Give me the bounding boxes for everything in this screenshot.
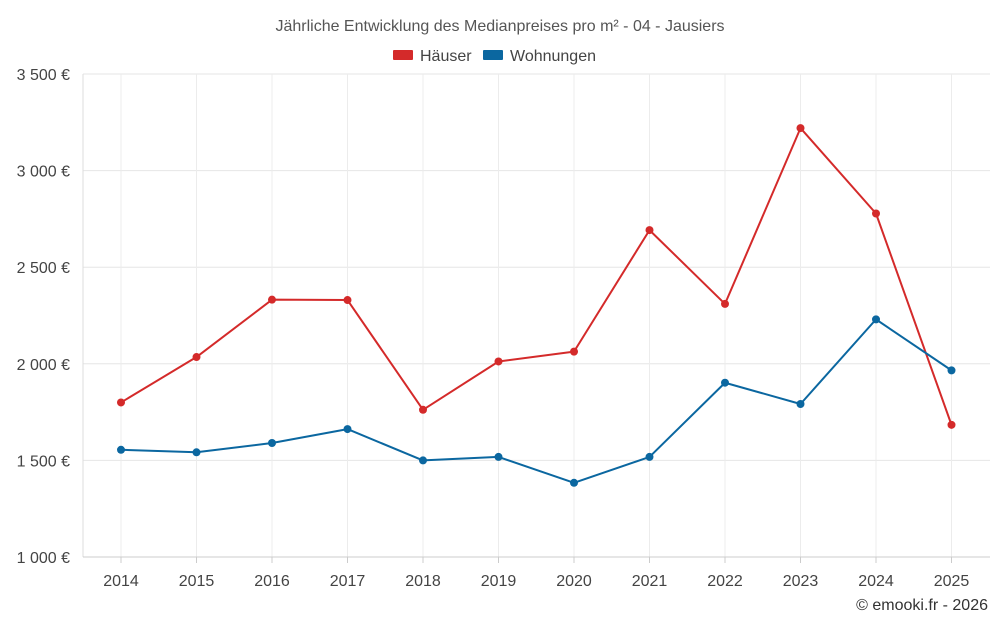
credit-text: © emooki.fr - 2026 [856, 597, 988, 614]
data-point[interactable] [570, 478, 578, 487]
data-point[interactable] [343, 296, 352, 305]
data-point[interactable] [947, 366, 956, 375]
x-tick-label: 2016 [254, 573, 290, 590]
data-point[interactable] [192, 353, 201, 362]
data-point[interactable] [117, 445, 125, 454]
data-point[interactable] [721, 299, 729, 308]
x-tick-label: 2019 [481, 573, 517, 590]
y-axis: 1 000 € 1 500 € 2 000 € 2 500 € 3 000 € 3 500… [17, 67, 84, 567]
x-tick-label: 2018 [405, 573, 441, 590]
x-tick-label: 2020 [556, 573, 592, 590]
legend-label[interactable]: Häuser [420, 48, 472, 65]
data-point[interactable] [570, 347, 578, 356]
data-point[interactable] [872, 315, 880, 324]
x-axis: 2014 2015 2016 2017 2018 2019 2020 2021 2022 2023… [83, 556, 990, 590]
data-point[interactable] [494, 357, 503, 366]
x-tick-label: 2021 [632, 573, 668, 590]
series-line [120, 318, 953, 484]
y-tick-label: 2 000 € [17, 357, 70, 374]
y-tick-label: 2 500 € [17, 260, 70, 277]
y-tick-label: 1 500 € [17, 453, 70, 470]
data-point[interactable] [796, 124, 805, 133]
x-tick-label: 2025 [934, 573, 970, 590]
data-point[interactable] [872, 209, 880, 218]
x-tick-label: 2014 [103, 573, 139, 590]
data-point[interactable] [343, 425, 352, 434]
series-wohnungen [117, 315, 956, 487]
data-point[interactable] [645, 452, 654, 461]
y-tick-label: 1 000 € [17, 550, 70, 567]
data-point[interactable] [419, 405, 427, 414]
x-tick-label: 2022 [707, 573, 743, 590]
x-tick-label: 2023 [783, 573, 819, 590]
x-tick-label: 2017 [330, 573, 366, 590]
legend: Häuser Wohnungen [393, 48, 596, 65]
data-point[interactable] [796, 399, 805, 408]
series-haeuser [117, 124, 956, 429]
chart-title: Jährliche Entwicklung des Medianpreises … [275, 18, 724, 35]
x-tick-label: 2015 [179, 573, 215, 590]
data-point[interactable] [117, 398, 125, 407]
y-tick-label: 3 500 € [17, 67, 70, 84]
data-point[interactable] [192, 448, 201, 457]
x-tick-label: 2024 [858, 573, 894, 590]
legend-label[interactable]: Wohnungen [510, 48, 596, 65]
data-point[interactable] [645, 226, 654, 235]
data-point[interactable] [419, 456, 427, 465]
data-point[interactable] [268, 439, 276, 448]
data-point[interactable] [721, 378, 729, 387]
grid-lines [83, 73, 990, 558]
series-line [120, 127, 953, 426]
data-point[interactable] [494, 452, 503, 461]
legend-swatch [483, 50, 503, 60]
data-point[interactable] [268, 295, 276, 304]
series-layer [117, 124, 956, 487]
y-tick-label: 3 000 € [17, 164, 70, 181]
data-point[interactable] [947, 420, 956, 429]
legend-swatch [393, 50, 413, 60]
